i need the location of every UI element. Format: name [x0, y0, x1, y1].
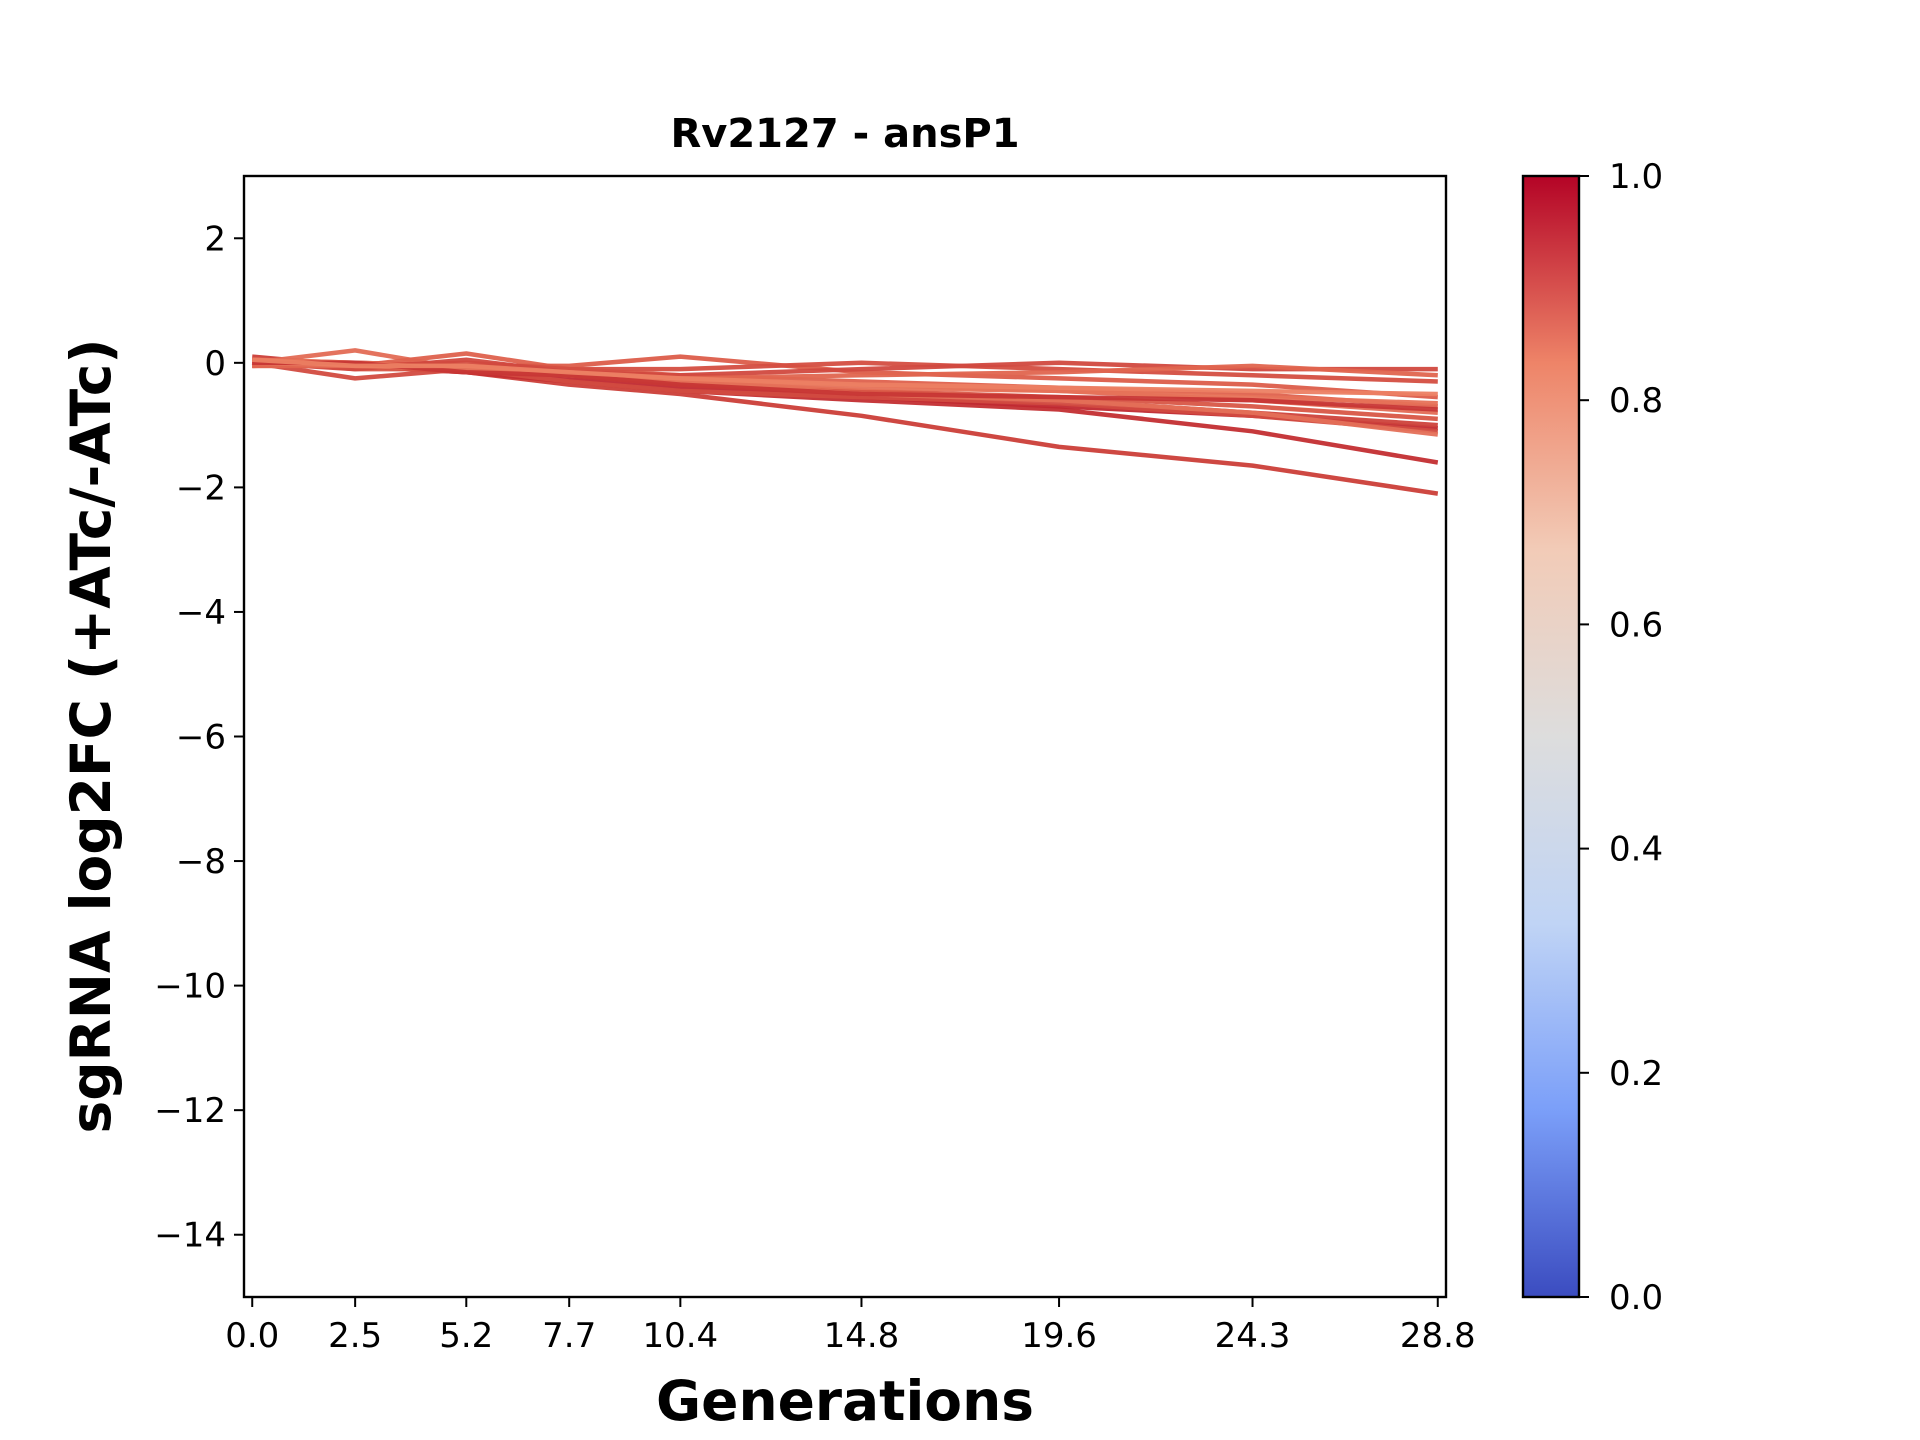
x-tick-label: 0.0 — [225, 1316, 279, 1356]
plot-frame — [242, 174, 1448, 1299]
x-tick-label: 28.8 — [1400, 1316, 1476, 1356]
y-tick-label: −10 — [154, 967, 226, 1007]
colorbar-frame — [1521, 174, 1581, 1299]
colorbar-tick-label: 0.2 — [1609, 1054, 1663, 1094]
series-line-4 — [251, 360, 1438, 434]
x-tick-label: 7.7 — [542, 1316, 596, 1356]
colorbar-tick-label: 0.0 — [1609, 1278, 1663, 1318]
colorbar-tick-label: 0.8 — [1609, 381, 1663, 421]
colorbar: 0.0 0.2 0.4 0.6 0.8 1.0 — [1521, 157, 1663, 1318]
y-tick-label: −12 — [154, 1091, 226, 1131]
colorbar-tick-label: 1.0 — [1609, 157, 1663, 197]
y-tick-label: −2 — [176, 468, 226, 508]
x-tick-label: 5.2 — [439, 1316, 493, 1356]
colorbar-tick-label: 0.4 — [1609, 830, 1663, 870]
x-axis-title: Generations — [656, 1369, 1034, 1433]
y-tick-label: 0 — [204, 344, 226, 384]
colorbar-axis: 0.0 0.2 0.4 0.6 0.8 1.0 — [1579, 157, 1663, 1318]
y-tick-label: 2 — [204, 219, 226, 259]
y-axis-title: sgRNA log2FC (+ATc/-ATc) — [59, 338, 123, 1133]
y-axis: 2 0 −2 −4 −6 −8 −10 −12 −14 — [154, 219, 244, 1256]
x-tick-label: 24.3 — [1215, 1316, 1291, 1356]
series-group — [251, 348, 1439, 496]
y-tick-label: −6 — [176, 718, 226, 758]
colorbar-gradient — [1523, 176, 1579, 1297]
x-tick-label: 2.5 — [328, 1316, 382, 1356]
x-tick-label: 14.8 — [824, 1316, 900, 1356]
chart-title: Rv2127 - ansP1 — [670, 111, 1019, 157]
y-tick-label: −4 — [176, 593, 226, 633]
series-line-16 — [252, 357, 1438, 397]
plot-area: 0.0 2.5 5.2 7.7 10.4 14.8 19.6 24.3 28.8 2 0 −2 −4 −… — [154, 174, 1476, 1356]
x-tick-label: 19.6 — [1021, 1316, 1097, 1356]
y-tick-label: −8 — [176, 842, 226, 882]
colorbar-tick-label: 0.6 — [1609, 605, 1663, 645]
x-tick-label: 10.4 — [642, 1316, 718, 1356]
x-axis: 0.0 2.5 5.2 7.7 10.4 14.8 19.6 24.3 28.8 — [225, 1297, 1476, 1356]
y-tick-label: −14 — [154, 1216, 226, 1256]
